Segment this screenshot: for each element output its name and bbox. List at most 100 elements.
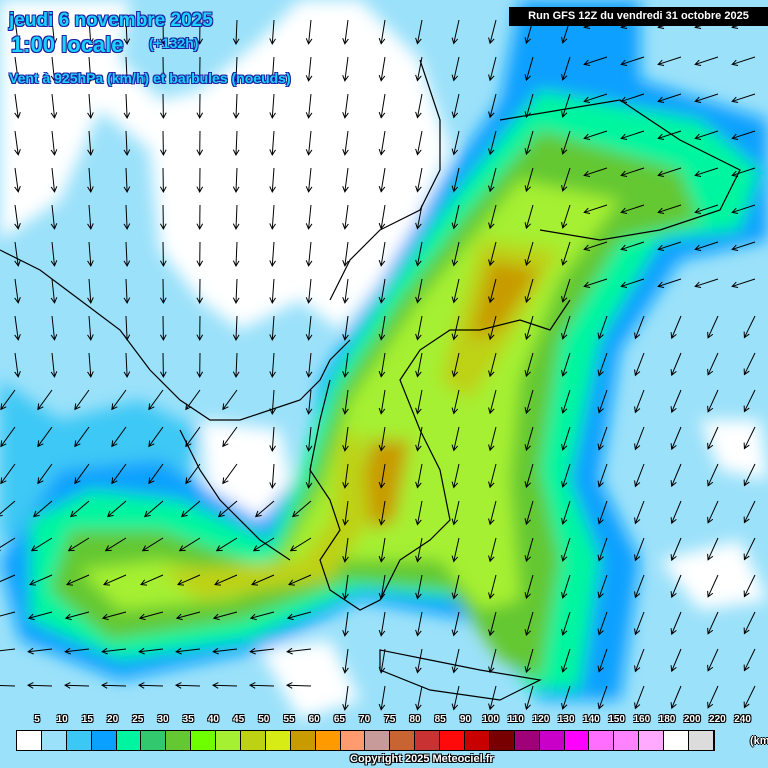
wind-arrow: [0, 537, 16, 551]
wind-arrow: [488, 278, 497, 304]
wind-arrow: [415, 537, 423, 563]
legend-label: 180: [658, 714, 676, 725]
wind-arrow: [634, 500, 645, 525]
wind-arrow: [634, 463, 645, 488]
wind-arrow: [415, 130, 423, 156]
wind-arrow: [342, 500, 349, 526]
wind-arrow: [222, 463, 238, 485]
wind-arrow: [707, 426, 719, 450]
wind-arrow: [305, 167, 313, 193]
wind-arrow: [634, 685, 645, 710]
wind-arrow: [378, 389, 386, 415]
forecast-date: jeudi 6 novembre 2025: [9, 10, 213, 31]
wind-arrow: [620, 241, 645, 252]
wind-arrow: [196, 278, 204, 305]
wind-arrow: [743, 463, 756, 487]
wind-arrow: [451, 130, 460, 156]
wind-arrow: [50, 278, 58, 304]
wind-arrow: [123, 278, 131, 305]
legend-swatch: [365, 731, 391, 750]
wind-arrow: [123, 167, 131, 194]
wind-arrow: [185, 426, 201, 448]
wind-arrow: [100, 682, 127, 689]
wind-arrow: [123, 130, 131, 157]
wind-arrow: [138, 611, 164, 621]
wind-arrow: [177, 574, 201, 586]
wind-arrow: [305, 204, 313, 230]
wind-arrow: [524, 463, 534, 489]
wind-arrow: [123, 56, 131, 83]
wind-arrow: [69, 500, 90, 518]
wind-arrow: [232, 352, 240, 379]
legend-swatch: [265, 731, 291, 750]
wind-arrow: [524, 352, 534, 378]
wind-arrow: [269, 204, 276, 230]
wind-arrow: [488, 19, 497, 45]
wind-arrow: [137, 682, 164, 689]
wind-arrow: [561, 278, 571, 303]
wind-arrow: [634, 352, 645, 377]
wind-arrow: [212, 647, 238, 655]
wind-arrow: [342, 537, 349, 563]
legend-label: 80: [409, 714, 421, 725]
wind-arrow: [269, 93, 276, 119]
copyright: Copyright 2025 Meteociel.fr: [350, 753, 494, 765]
wind-arrow: [14, 278, 21, 304]
wind-arrow: [378, 426, 386, 452]
wind-arrow: [232, 241, 240, 268]
wind-arrow: [378, 315, 386, 341]
wind-arrow: [694, 278, 719, 289]
legend-label: 60: [308, 714, 320, 725]
wind-arrow: [524, 204, 534, 230]
wind-arrow: [670, 685, 682, 710]
wind-arrow: [74, 463, 90, 485]
wind-arrow: [657, 204, 682, 215]
wind-arrow: [342, 463, 349, 489]
wind-arrow: [63, 682, 90, 689]
wind-arrow: [196, 167, 204, 194]
wind-arrow: [707, 315, 719, 339]
wind-arrow: [143, 500, 164, 518]
wind-arrow: [64, 647, 90, 655]
wind-arrow: [269, 315, 276, 341]
wind-arrow: [378, 537, 386, 563]
wind-arrow: [670, 389, 682, 414]
wind-arrow: [269, 426, 276, 452]
legend-swatch: [689, 731, 714, 750]
wind-arrow: [524, 685, 534, 711]
wind-arrow: [87, 241, 94, 267]
wind-arrow: [561, 167, 571, 192]
legend-label: 65: [333, 714, 345, 725]
legend-swatch: [589, 731, 615, 750]
legend-label: 130: [557, 714, 575, 725]
wind-arrow: [415, 352, 423, 378]
wind-arrow: [670, 648, 682, 673]
wind-arrow: [342, 315, 349, 341]
wind-arrow: [451, 352, 460, 378]
wind-arrow: [159, 167, 167, 194]
wind-arrow: [123, 241, 131, 268]
wind-arrow: [148, 426, 164, 448]
wind-arrow: [286, 647, 312, 655]
wind-arrow: [0, 500, 16, 517]
wind-arrow: [232, 204, 240, 231]
wind-arrow: [196, 241, 204, 268]
wind-arrow: [561, 93, 571, 118]
wind-arrow: [178, 537, 201, 552]
wind-arrow: [524, 167, 534, 193]
legend-label: 30: [157, 714, 169, 725]
legend-swatch: [465, 731, 490, 750]
legend-unit: (km/h): [750, 735, 768, 747]
wind-arrow: [232, 56, 240, 83]
wind-arrow: [252, 537, 275, 552]
wind-arrow: [488, 352, 497, 378]
legend-swatch: [564, 731, 590, 750]
wind-arrow: [670, 315, 682, 340]
wind-arrow: [707, 389, 719, 413]
wind-arrow: [451, 56, 460, 82]
wind-arrow: [451, 685, 460, 711]
wind-arrow: [731, 241, 756, 252]
wind-arrow: [415, 204, 423, 230]
wind-arrow: [694, 241, 719, 252]
